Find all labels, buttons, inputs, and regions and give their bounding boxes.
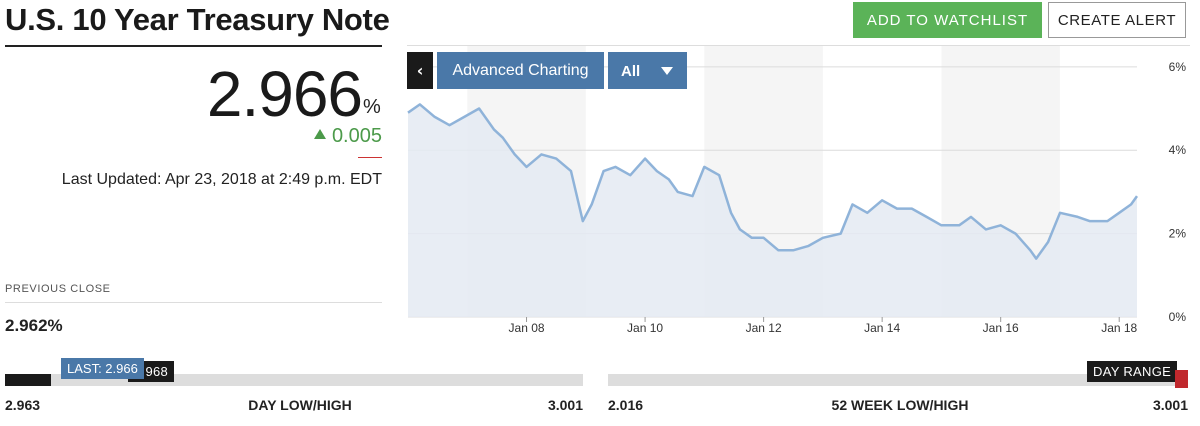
week52-high-value: 3.001 — [1152, 397, 1188, 413]
page-title: U.S. 10 Year Treasury Note — [5, 2, 390, 37]
day-low-value: 2.963 — [5, 397, 41, 413]
last-price-tag: LAST: 2.966 — [61, 358, 144, 379]
chart-header-divider — [407, 45, 1190, 46]
previous-close-label: PREVIOUS CLOSE — [5, 283, 111, 295]
day-range-tag: DAY RANGE — [1087, 361, 1178, 382]
current-price: 2.966 — [206, 58, 363, 130]
create-alert-button[interactable]: CREATE ALERT — [1048, 2, 1186, 38]
caret-down-icon — [661, 67, 673, 75]
x-tick-label: Jan 16 — [983, 321, 1019, 335]
price-unit: % — [363, 96, 381, 118]
series-line — [407, 103, 1139, 260]
day-range-fill — [5, 374, 52, 386]
chevron-left-icon[interactable]: ‹ — [407, 52, 433, 89]
previous-close-value: 2.962% — [5, 316, 63, 335]
x-tick-label: Jan 18 — [1101, 321, 1137, 335]
y-tick-label: 0% — [1169, 310, 1187, 324]
price-history-chart[interactable]: 0% 2% 4% 6% Jan 08 Jan 10 Jan 12 Jan 14 Jan 16 Ja… — [0, 0, 1200, 340]
y-tick-label: 4% — [1169, 143, 1187, 157]
range-select-value: All — [621, 63, 641, 80]
week52-range-label: 52 WEEK LOW/HIGH — [831, 397, 969, 413]
change-divider — [358, 157, 382, 158]
advanced-charting-button[interactable]: Advanced Charting — [437, 52, 604, 89]
series-area — [408, 104, 1137, 318]
x-tick-label: Jan 14 — [864, 321, 900, 335]
week52-range-bar — [608, 374, 1188, 386]
day-high-value: 3.001 — [547, 397, 583, 413]
day-range-label: DAY LOW/HIGH — [248, 397, 352, 413]
price-change: 0.005 — [313, 125, 382, 148]
up-arrow-icon — [313, 129, 326, 139]
range-select[interactable]: All — [608, 52, 687, 89]
x-tick-label: Jan 08 — [509, 321, 545, 335]
previous-close-divider — [5, 302, 382, 303]
change-value: 0.005 — [331, 125, 382, 147]
add-to-watchlist-button[interactable]: ADD TO WATCHLIST — [853, 2, 1042, 38]
day-range-marker — [1175, 370, 1188, 388]
x-tick-label: Jan 10 — [627, 321, 663, 335]
x-tick-label: Jan 12 — [746, 321, 782, 335]
y-tick-label: 6% — [1169, 60, 1187, 74]
y-tick-label: 2% — [1169, 227, 1187, 241]
last-updated: Last Updated: Apr 23, 2018 at 2:49 p.m. … — [61, 171, 382, 188]
week52-low-value: 2.016 — [608, 397, 644, 413]
title-divider — [5, 45, 382, 47]
